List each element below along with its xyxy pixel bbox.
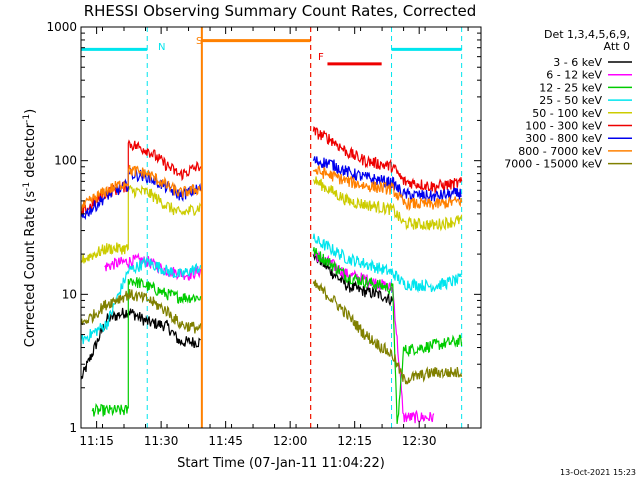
flag-label: S: [196, 36, 202, 47]
x-tick-label: 11:15: [79, 434, 114, 448]
y-tick-label: 1: [69, 421, 77, 435]
y-tick-label: 100: [54, 154, 77, 168]
series-line-8: [81, 279, 463, 385]
x-axis-label: Start Time (07-Jan-11 11:04:22): [177, 456, 385, 471]
x-tick-label: 12:30: [402, 434, 437, 448]
series-line-2: [91, 247, 463, 424]
legend-label: 50 - 100 keV: [532, 107, 602, 120]
axes: 1 10 100 1000 11:15 11:30 11:45 12:00 12:15 12:30: [46, 20, 481, 448]
legend-label: 6 - 12 keV: [546, 69, 602, 82]
legend-label: 12 - 25 keV: [539, 81, 602, 94]
x-tick-label: 12:00: [273, 434, 308, 448]
y-axis-label: Corrected Count Rate (s-1 detector-1): [22, 109, 38, 347]
y-axis-label-part: -1: [22, 182, 32, 191]
y-axis-label-part: detector: [23, 122, 38, 182]
x-tick-label: 11:45: [208, 434, 243, 448]
x-tick-label: 12:15: [337, 434, 372, 448]
y-axis-label-part: -1: [22, 114, 32, 123]
y-tick-label: 1000: [46, 20, 77, 34]
legend-label: 3 - 6 keV: [553, 56, 602, 69]
series-line-4: [81, 176, 463, 264]
flag-label: F: [318, 52, 324, 63]
legend-label: 100 - 300 keV: [525, 120, 602, 133]
flag-label: N: [158, 42, 165, 53]
chart-title: RHESSI Observing Summary Count Rates, Co…: [84, 2, 477, 20]
plot-timestamp: 13-Oct-2021 15:23: [560, 468, 636, 477]
series-line-7: [81, 164, 463, 212]
legend-label: 800 - 7000 keV: [518, 145, 602, 158]
plot-area: [81, 27, 463, 428]
y-tick-label: 10: [62, 287, 77, 301]
series-line-0: [81, 251, 394, 380]
legend-title-line-1: Det 1,3,4,5,6,9,: [544, 28, 630, 41]
series-line-6: [81, 156, 462, 221]
x-tick-label: 11:30: [144, 434, 179, 448]
legend-label: 7000 - 15000 keV: [504, 158, 602, 171]
legend-label: 300 - 800 keV: [525, 132, 602, 145]
y-axis-label-part: Corrected Count Rate (s: [23, 191, 38, 348]
legend-label: 25 - 50 keV: [539, 94, 602, 107]
plot-frame: [80, 26, 482, 429]
series-line-3: [81, 233, 462, 345]
y-axis-label-part: ): [23, 109, 38, 114]
legend-title-line-2: Att 0: [604, 40, 630, 53]
